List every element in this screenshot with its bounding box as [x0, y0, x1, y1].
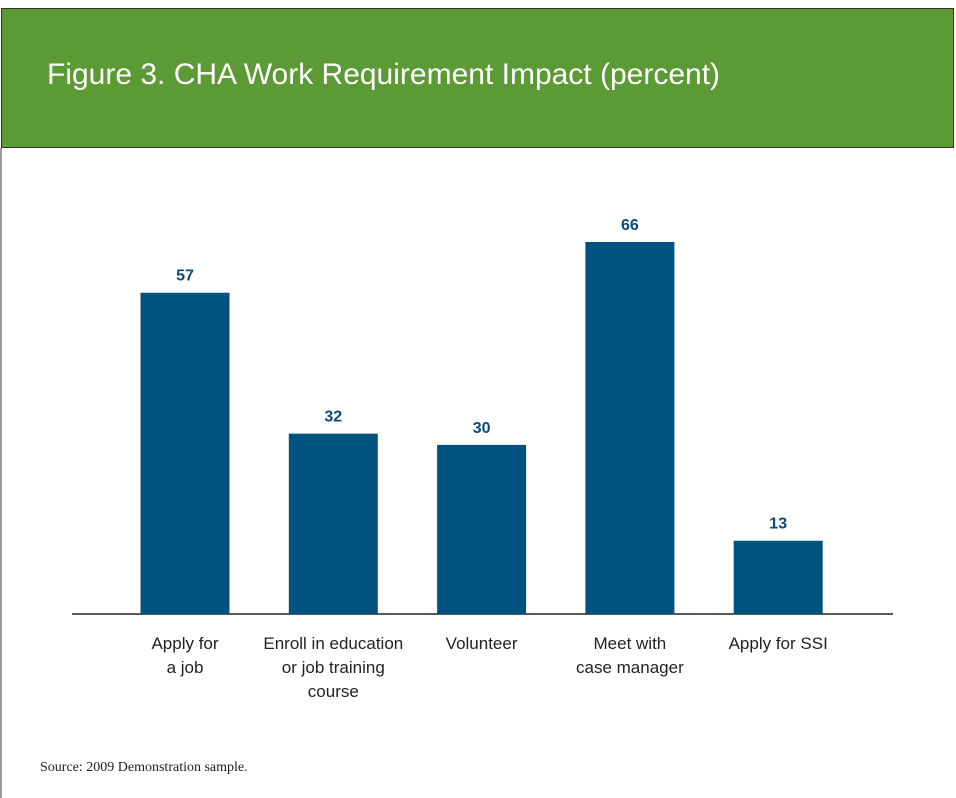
source-note: Source: 2009 Demonstration sample.: [40, 760, 248, 775]
bar: [288, 433, 378, 614]
x-tick-label: Enroll in education or job training cour…: [263, 634, 404, 701]
x-tick-label: Meet with case manager: [576, 634, 684, 677]
bar: [140, 292, 230, 614]
header: [1, 8, 954, 148]
x-tick-label: Volunteer: [445, 634, 518, 653]
value-label: 32: [324, 409, 342, 426]
value-label: 57: [176, 268, 194, 285]
bar: [585, 242, 675, 614]
x-tick-label: Apply for SSI: [728, 634, 828, 653]
value-label: 30: [473, 420, 491, 437]
chart-title: Figure 3. CHA Work Requirement Impact (p…: [47, 58, 721, 91]
x-tick-label: Apply for a job: [151, 634, 219, 677]
value-label: 66: [621, 217, 639, 234]
value-label: 13: [769, 516, 787, 533]
bar: [733, 540, 823, 614]
bar: [437, 444, 527, 614]
